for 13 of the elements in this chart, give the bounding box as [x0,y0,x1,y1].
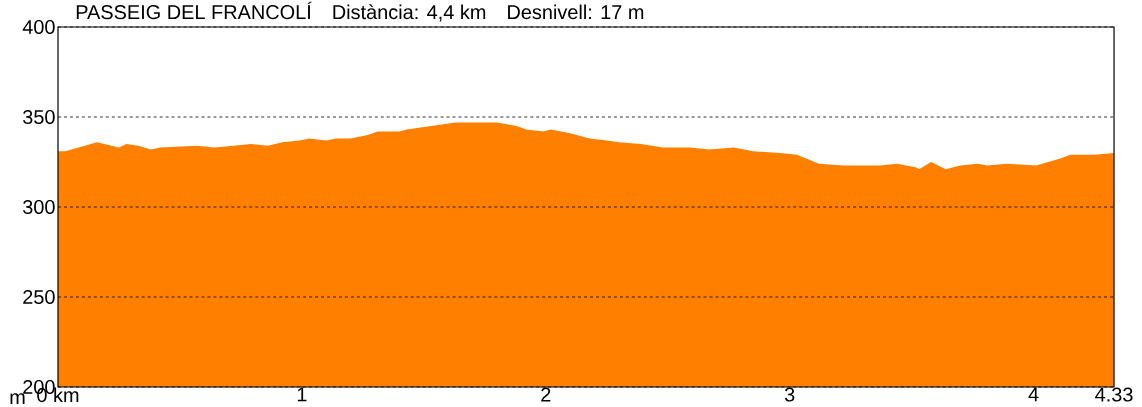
y-axis-title: m [10,393,25,404]
y-tick-label: 250 [23,289,55,305]
y-tick-label: 300 [23,199,55,215]
y-tick-label: 400 [22,19,55,35]
x-tick-label: 2 [541,387,551,402]
x-tick-label: 4.33 [1095,387,1133,402]
text: Desnivell: 17 m [508,4,644,20]
chart-title: PASSEIG DEL FRANCOLÍ [76,1,312,20]
text: Distància: 4,4 km [333,4,486,22]
x-tick-label: 4 [1028,387,1039,402]
y-tick-label: 350 [23,109,55,125]
x-tick-label: 3 [784,387,795,402]
x-tick-label: 1 [297,387,307,402]
